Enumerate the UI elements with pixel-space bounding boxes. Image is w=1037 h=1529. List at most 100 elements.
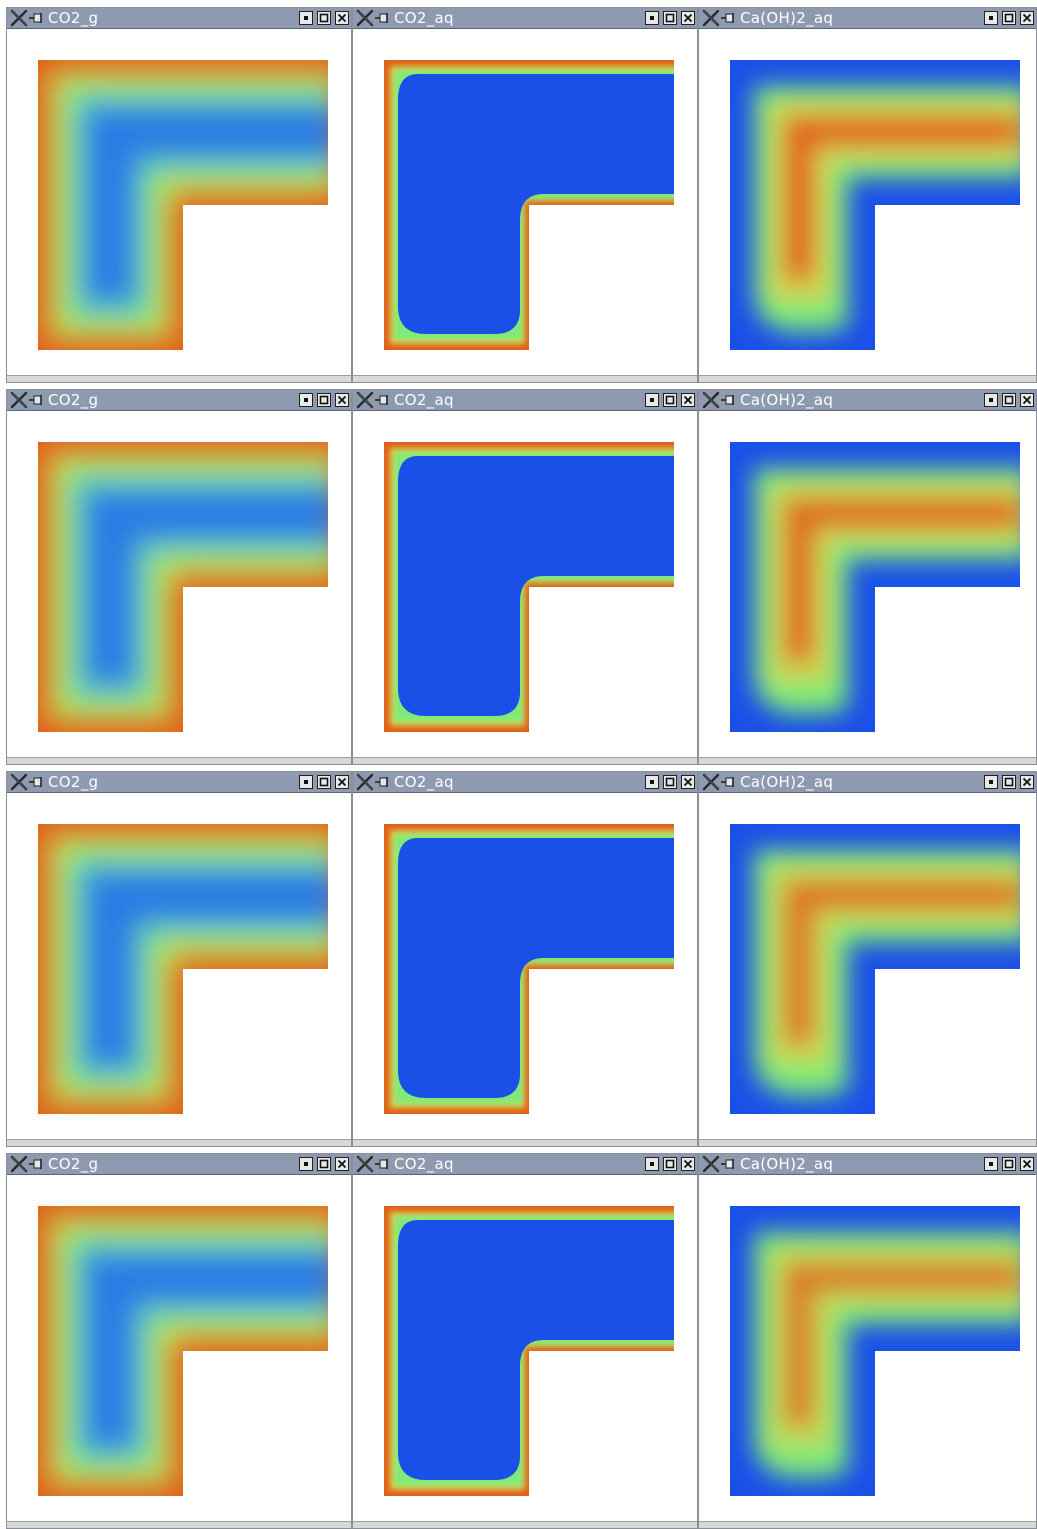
window-titlebar[interactable]: Ca(OH)2_aq [699,772,1036,793]
close-x-icon[interactable] [10,391,28,409]
window-titlebar[interactable]: CO2_g [7,8,351,29]
pin-icon[interactable] [720,1156,736,1172]
window-scrollbar[interactable] [7,375,351,382]
window-scrollbar[interactable] [699,757,1036,764]
pin-icon[interactable] [374,1156,390,1172]
close-x-icon[interactable] [356,9,374,27]
close-button[interactable] [335,1157,349,1171]
minimize-button[interactable] [984,1157,998,1171]
close-button[interactable] [1020,1157,1034,1171]
close-x-icon[interactable] [356,1155,374,1173]
maximize-button[interactable] [1002,775,1016,789]
window-titlebar[interactable]: CO2_aq [353,1154,697,1175]
window-titlebar[interactable]: CO2_g [7,390,351,411]
window-scrollbar[interactable] [7,1521,351,1528]
maximize-button[interactable] [663,1157,677,1171]
window-scrollbar[interactable] [7,757,351,764]
plot-area[interactable] [7,1175,351,1522]
plot-area[interactable] [699,793,1036,1140]
window-titlebar[interactable]: Ca(OH)2_aq [699,390,1036,411]
close-button[interactable] [335,11,349,25]
plot-window-co2_aq[interactable]: CO2_aq [352,7,698,383]
minimize-button[interactable] [299,393,313,407]
plot-window-caoh2_aq[interactable]: Ca(OH)2_aq [698,771,1037,1147]
minimize-button[interactable] [984,775,998,789]
close-x-icon[interactable] [702,1155,720,1173]
pin-icon[interactable] [374,10,390,26]
plot-area[interactable] [353,29,697,376]
close-button[interactable] [681,775,695,789]
maximize-button[interactable] [1002,1157,1016,1171]
close-x-icon[interactable] [10,1155,28,1173]
pin-icon[interactable] [720,774,736,790]
close-button[interactable] [681,1157,695,1171]
minimize-button[interactable] [299,775,313,789]
plot-window-co2_g[interactable]: CO2_g [6,389,352,765]
plot-window-co2_g[interactable]: CO2_g [6,7,352,383]
minimize-button[interactable] [299,1157,313,1171]
plot-window-co2_aq[interactable]: CO2_aq [352,389,698,765]
maximize-button[interactable] [663,775,677,789]
pin-icon[interactable] [374,392,390,408]
maximize-button[interactable] [317,11,331,25]
close-x-icon[interactable] [356,391,374,409]
maximize-button[interactable] [663,393,677,407]
close-x-icon[interactable] [356,773,374,791]
maximize-button[interactable] [317,1157,331,1171]
plot-area[interactable] [353,411,697,758]
minimize-button[interactable] [984,393,998,407]
maximize-button[interactable] [1002,393,1016,407]
close-button[interactable] [1020,11,1034,25]
window-scrollbar[interactable] [699,375,1036,382]
maximize-button[interactable] [663,11,677,25]
window-scrollbar[interactable] [699,1521,1036,1528]
minimize-button[interactable] [299,11,313,25]
plot-window-co2_aq[interactable]: CO2_aq [352,1153,698,1529]
window-scrollbar[interactable] [353,1139,697,1146]
pin-icon[interactable] [28,1156,44,1172]
plot-area[interactable] [7,29,351,376]
pin-icon[interactable] [720,392,736,408]
plot-area[interactable] [353,1175,697,1522]
close-button[interactable] [335,775,349,789]
maximize-button[interactable] [1002,11,1016,25]
window-titlebar[interactable]: CO2_aq [353,8,697,29]
plot-window-caoh2_aq[interactable]: Ca(OH)2_aq [698,389,1037,765]
window-scrollbar[interactable] [353,757,697,764]
plot-area[interactable] [7,793,351,1140]
plot-window-co2_aq[interactable]: CO2_aq [352,771,698,1147]
plot-area[interactable] [353,793,697,1140]
minimize-button[interactable] [645,775,659,789]
plot-window-co2_g[interactable]: CO2_g [6,771,352,1147]
plot-area[interactable] [699,411,1036,758]
pin-icon[interactable] [720,10,736,26]
pin-icon[interactable] [28,774,44,790]
minimize-button[interactable] [645,11,659,25]
close-button[interactable] [1020,393,1034,407]
maximize-button[interactable] [317,775,331,789]
plot-area[interactable] [7,411,351,758]
pin-icon[interactable] [374,774,390,790]
plot-window-caoh2_aq[interactable]: Ca(OH)2_aq [698,7,1037,383]
close-button[interactable] [681,393,695,407]
window-titlebar[interactable]: CO2_g [7,1154,351,1175]
plot-area[interactable] [699,29,1036,376]
close-button[interactable] [335,393,349,407]
window-scrollbar[interactable] [353,1521,697,1528]
window-titlebar[interactable]: Ca(OH)2_aq [699,8,1036,29]
minimize-button[interactable] [645,393,659,407]
maximize-button[interactable] [317,393,331,407]
close-button[interactable] [1020,775,1034,789]
window-scrollbar[interactable] [353,375,697,382]
window-titlebar[interactable]: CO2_aq [353,772,697,793]
close-x-icon[interactable] [10,773,28,791]
pin-icon[interactable] [28,10,44,26]
plot-window-co2_g[interactable]: CO2_g [6,1153,352,1529]
window-titlebar[interactable]: CO2_g [7,772,351,793]
window-scrollbar[interactable] [7,1139,351,1146]
minimize-button[interactable] [645,1157,659,1171]
window-titlebar[interactable]: CO2_aq [353,390,697,411]
close-x-icon[interactable] [10,9,28,27]
plot-window-caoh2_aq[interactable]: Ca(OH)2_aq [698,1153,1037,1529]
plot-area[interactable] [699,1175,1036,1522]
